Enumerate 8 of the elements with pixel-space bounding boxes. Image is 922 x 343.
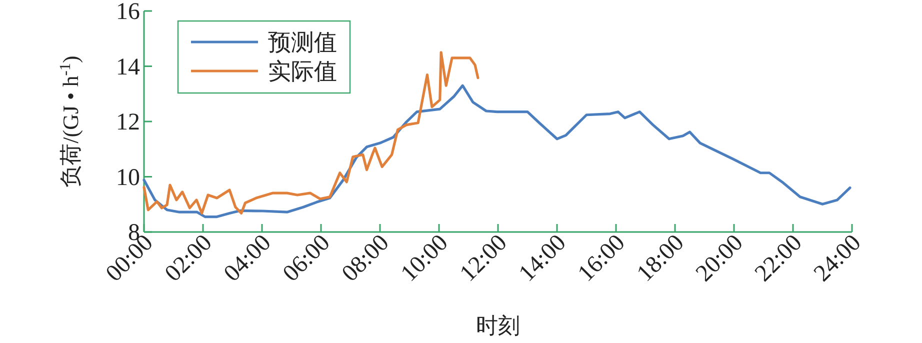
y-tick-label: 14: [116, 54, 140, 80]
y-tick-label: 10: [116, 164, 140, 191]
y-tick-label: 12: [116, 110, 140, 136]
legend-label: 实际值: [268, 59, 337, 84]
legend-label: 预测值: [268, 30, 337, 55]
x-axis-title: 时刻: [476, 313, 520, 338]
line-series: [142, 84, 852, 218]
y-tick-label: 16: [116, 0, 140, 25]
